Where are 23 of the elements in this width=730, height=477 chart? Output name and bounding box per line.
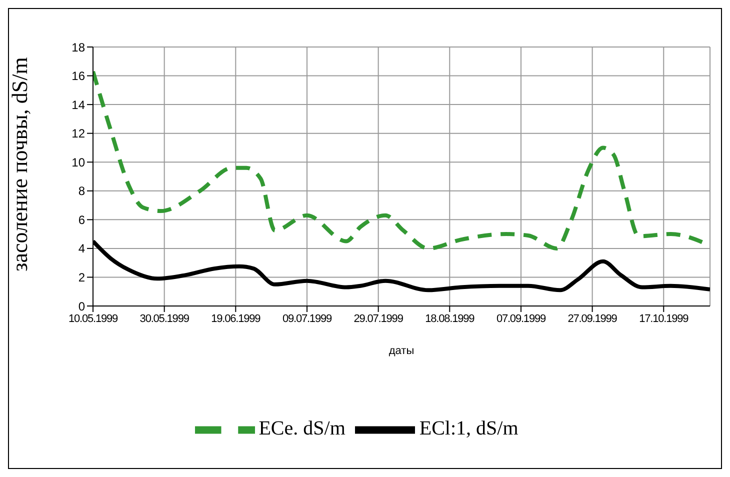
x-tick-label: 10.05.1999	[68, 312, 118, 325]
y-tick-label: 4	[78, 242, 86, 256]
y-tick-label: 18	[72, 40, 86, 54]
x-tick-label: 27.09.1999	[568, 312, 618, 325]
x-tick-label: 18.08.1999	[425, 312, 475, 325]
y-tick-label: 10	[72, 155, 86, 170]
y-tick-label: 8	[78, 184, 86, 198]
x-tick-label: 07.09.1999	[496, 312, 546, 325]
y-tick-label: 16	[72, 69, 86, 84]
y-tick-label: 2	[78, 270, 86, 284]
legend-label: ECl:1, dS/m	[419, 418, 518, 440]
y-tick-label: 14	[72, 98, 86, 112]
y-axis-title: засоление почвы, dS/m	[6, 57, 32, 272]
y-tick-label: 0	[78, 299, 86, 314]
x-tick-label: 17.10.1999	[639, 312, 689, 325]
x-tick-label: 09.07.1999	[282, 312, 332, 325]
y-tick-label: 12	[72, 126, 86, 141]
x-tick-label: 30.05.1999	[140, 312, 190, 325]
x-axis-title: даты	[388, 345, 414, 357]
y-tick-label: 6	[78, 212, 86, 227]
x-tick-label: 19.06.1999	[211, 312, 261, 325]
x-tick-label: 29.07.1999	[354, 312, 404, 325]
legend-label: ECe. dS/m	[258, 418, 346, 440]
